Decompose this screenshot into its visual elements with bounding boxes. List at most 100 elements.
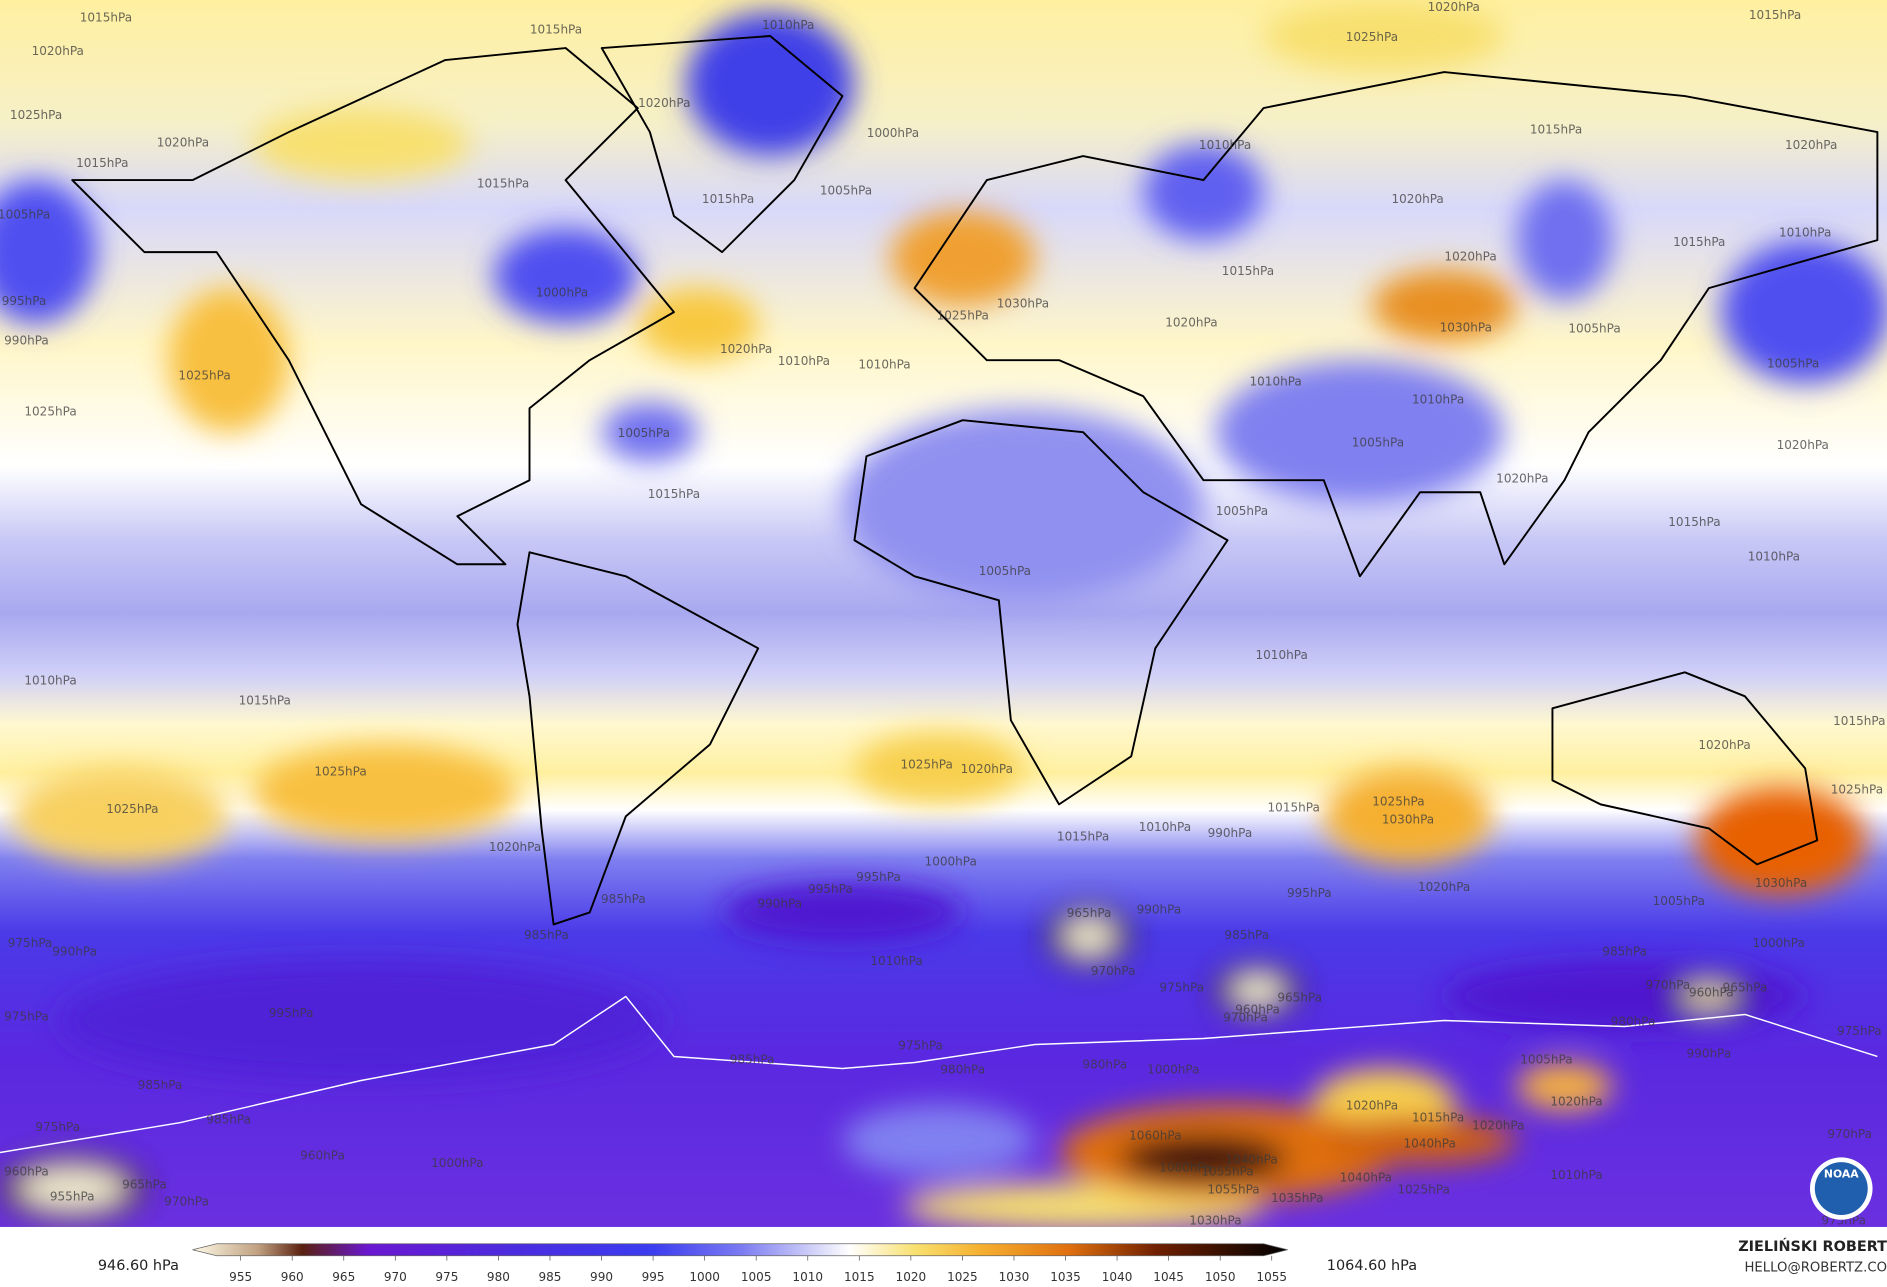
colorbar-tick-label: 970 — [384, 1270, 407, 1284]
isobar-label: 1025hPa — [178, 368, 230, 382]
logo-disc — [1814, 1162, 1868, 1215]
colorbar-tick-label: 1020 — [896, 1270, 927, 1284]
isobar-label: 1025hPa — [106, 802, 158, 816]
isobar-label: 980hPa — [940, 1062, 985, 1076]
colorbar-ticks: 955 960 965 970 975 980 985 990 995 1000 1005 1010 1… — [229, 1255, 1287, 1284]
colorbar-tick-label: 1050 — [1205, 1270, 1236, 1284]
isobar-labels: 1015hPa 1020hPa 1025hPa 1020hPa 1015hPa 1005h… — [0, 0, 1885, 1227]
isobar-label: 1025hPa — [24, 404, 76, 418]
isobar-label: 1005hPa — [1520, 1053, 1572, 1067]
pressure-cell — [1119, 1134, 1288, 1183]
isobar-label: 970hPa — [164, 1194, 209, 1208]
isobar-label: 1015hPa — [1268, 801, 1320, 815]
isobar-label: 995hPa — [1287, 886, 1332, 900]
isobar-label: 975hPa — [1159, 981, 1204, 995]
colorbar-tick-label: 960 — [281, 1270, 304, 1284]
isobar-label: 980hPa — [1611, 1014, 1656, 1028]
isobar-label: 1005hPa — [1568, 322, 1620, 336]
isobar-label: 1015hPa — [1057, 829, 1109, 843]
antarctica — [0, 995, 1878, 1154]
isobar-label: 1015hPa — [80, 11, 132, 25]
colorbar-tick-label: 1025 — [947, 1270, 978, 1284]
field: 1015hPa 1020hPa 1025hPa 1020hPa 1015hPa 1005h… — [0, 0, 1887, 1227]
isobar-label: 1010hPa — [858, 358, 910, 372]
isobar-label: 1025hPa — [1372, 795, 1424, 809]
isobar-label: 985hPa — [1602, 945, 1647, 959]
pressure-blobs — [0, 0, 1887, 1227]
australia — [1551, 671, 1819, 866]
coastlines — [0, 35, 1879, 1154]
isobar-label: 990hPa — [1687, 1047, 1732, 1061]
isobar-label: 1000hPa — [925, 855, 977, 869]
isobar-label: 1005hPa — [1767, 356, 1819, 370]
isobar-label: 1015hPa — [1673, 235, 1725, 249]
colorbar-tick-label: 1040 — [1102, 1270, 1133, 1284]
colorbar-tick-label: 1010 — [792, 1270, 823, 1284]
isobar-label: 965hPa — [1723, 981, 1768, 995]
colorbar-tick-label: 955 — [229, 1270, 252, 1284]
isobar-label: 1010hPa — [1748, 550, 1800, 564]
isobar-label: 1020hPa — [1165, 316, 1217, 330]
isobar-label: 990hPa — [1208, 826, 1253, 840]
isobar-label: 1020hPa — [1391, 192, 1443, 206]
colorbar-max: 1064.60 hPa — [1327, 1258, 1417, 1274]
isobar-label: 985hPa — [1224, 928, 1269, 942]
pressure-cell — [1215, 360, 1505, 505]
isobar-label: 1020hPa — [1418, 880, 1470, 894]
isobar-label: 1025hPa — [314, 765, 366, 779]
isobar-label: 975hPa — [35, 1120, 80, 1134]
africa — [853, 419, 1229, 806]
isobar-label: 1015hPa — [530, 23, 582, 37]
pressure-cell — [12, 768, 229, 865]
isobar-label: 1020hPa — [1698, 738, 1750, 752]
isobar-label: 985hPa — [524, 928, 569, 942]
pressure-cell — [1323, 1116, 1517, 1165]
isobar-label: 970hPa — [1091, 964, 1136, 978]
isobar-label: 970hPa — [1646, 978, 1691, 992]
isobar-label: 995hPa — [808, 882, 853, 896]
colorbar-tick-label: 1005 — [741, 1270, 772, 1284]
isobar-label: 1005hPa — [979, 564, 1031, 578]
pressure-cell — [60, 960, 662, 1081]
pressure-cell — [252, 108, 470, 181]
pressure-cell — [1682, 984, 1736, 1009]
isobar-label: 1040hPa — [1340, 1170, 1392, 1184]
isobar-label: 1020hPa — [157, 135, 209, 149]
isobar-label: 1025hPa — [1346, 30, 1398, 44]
isobar-label: 1055hPa — [1201, 1164, 1253, 1178]
isobar-label: 1040hPa — [1404, 1137, 1456, 1151]
isobar-label: 985hPa — [138, 1078, 183, 1092]
isobar-label: 1010hPa — [1139, 820, 1191, 834]
colorbar-tick-label: 965 — [332, 1270, 355, 1284]
pressure-cell — [18, 1166, 127, 1211]
isobar-label: 1000hPa — [431, 1156, 483, 1170]
isobar-label: 1010hPa — [778, 354, 830, 368]
isobar-label: 1010hPa — [1249, 374, 1301, 388]
isobar-label: 1020hPa — [1346, 1098, 1398, 1112]
pressure-cell — [0, 180, 97, 325]
isobar-label: 1025hPa — [900, 757, 952, 771]
isobar-label: 1015hPa — [477, 176, 529, 190]
pressure-cell — [854, 732, 1023, 805]
pressure-cell — [252, 744, 518, 841]
isobar-label: 985hPa — [730, 1053, 775, 1067]
pressure-cell — [1516, 1062, 1613, 1111]
author: ZIELIŃSKI ROBERT — [1738, 1237, 1887, 1255]
isobar-label: 985hPa — [206, 1113, 251, 1127]
isobar-label: 1010hPa — [1256, 648, 1308, 662]
isobar-label: 1000hPa — [867, 126, 919, 140]
pressure-cell — [1143, 144, 1264, 241]
pressure-cell — [842, 1104, 1035, 1177]
isobar-label: 1030hPa — [997, 296, 1049, 310]
colorbar-tick-label: 1055 — [1256, 1270, 1287, 1284]
colorbar-tick-label: 1035 — [1050, 1270, 1081, 1284]
pressure-cell — [1371, 270, 1517, 343]
isobar-label: 1030hPa — [1382, 813, 1434, 827]
pressure-cell — [601, 402, 698, 463]
isobar-label: 1015hPa — [1222, 264, 1274, 278]
colorbar-tick-label: 980 — [487, 1270, 510, 1284]
pressure-cell — [722, 882, 963, 943]
isobar-label: 960hPa — [1689, 985, 1734, 999]
contact: HELLO@ROBERTZ.CO — [1744, 1260, 1887, 1275]
